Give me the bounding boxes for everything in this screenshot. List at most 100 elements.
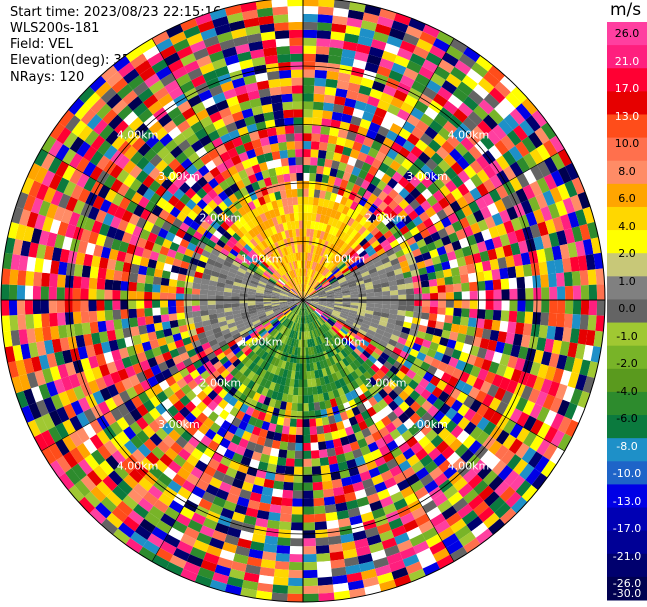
velocity-gate [224,217,234,227]
colorbar-tick-label: -4.0 [616,384,638,398]
velocity-gate [191,170,203,182]
velocity-gate [483,270,493,281]
velocity-gate [294,244,299,253]
velocity-gate [341,233,350,243]
velocity-gate [315,337,321,346]
velocity-gate [393,472,407,485]
velocity-gate [297,293,303,300]
velocity-gate [90,180,104,196]
velocity-gate [377,211,388,222]
velocity-gate [475,154,490,170]
velocity-gate [513,382,526,397]
velocity-gate [226,226,236,237]
velocity-gate [317,441,327,451]
velocity-gate [239,530,254,541]
velocity-gate [228,355,239,364]
velocity-gate [337,276,346,282]
velocity-gate [199,337,209,346]
velocity-gate [41,367,54,384]
velocity-gate [282,489,294,499]
azimuth-spoke [302,299,455,562]
velocity-gate [53,206,66,222]
velocity-gate [207,411,219,423]
velocity-gate [89,321,99,334]
velocity-gate [458,237,470,249]
velocity-gate [432,398,445,411]
velocity-gate [303,498,314,507]
velocity-gate [346,373,355,383]
velocity-gate [251,317,260,323]
velocity-gate [240,587,258,599]
velocity-gate [281,497,293,507]
velocity-gate [382,261,393,269]
velocity-gate [315,345,321,354]
velocity-gate [204,214,215,225]
velocity-gate [339,368,347,378]
velocity-gate [413,157,426,171]
velocity-gate [359,144,371,155]
velocity-gate [515,480,532,497]
velocity-gate [173,493,188,507]
velocity-gate [257,7,274,18]
velocity-gate [344,138,355,149]
velocity-gate [324,285,333,291]
velocity-gate [315,246,321,255]
velocity-gate [338,359,347,369]
velocity-gate [261,445,272,456]
velocity-gate [271,302,280,305]
velocity-gate [414,300,423,307]
velocity-gate [466,263,476,274]
velocity-gate [232,380,243,391]
velocity-gate [358,342,368,351]
velocity-gate [476,169,490,184]
velocity-gate [317,369,324,378]
velocity-gate [331,430,341,440]
velocity-gate [149,395,162,408]
velocity-gate [554,326,564,342]
velocity-gate [326,273,334,280]
velocity-gate [326,293,335,297]
velocity-gate [199,355,210,365]
velocity-gate [289,290,297,296]
velocity-gate [168,499,184,514]
velocity-gate [112,309,122,320]
velocity-gate [338,231,347,241]
velocity-gate [390,96,405,109]
velocity-gate [104,289,113,300]
velocity-gate [331,372,339,382]
velocity-gate [593,330,604,348]
velocity-gate [293,212,299,221]
velocity-gate [247,389,257,400]
velocity-gate [357,290,367,295]
velocity-gate [129,272,139,283]
velocity-gate [529,403,543,420]
velocity-gate [283,247,289,256]
velocity-gate [330,346,338,356]
velocity-gate [443,153,457,168]
velocity-gate [310,300,319,302]
velocity-gate [137,142,152,157]
velocity-gate [183,373,194,385]
velocity-gate [334,95,346,106]
velocity-gate [303,292,306,300]
velocity-gate [531,109,548,128]
velocity-gate [369,322,379,329]
velocity-gate [265,160,275,170]
velocity-gate [512,333,523,347]
velocity-gate [287,294,296,298]
velocity-gate [331,23,347,34]
velocity-gate [215,488,229,501]
velocity-gate [110,215,122,229]
velocity-gate [340,436,350,446]
velocity-gate [368,376,378,387]
velocity-gate [396,505,412,518]
velocity-gate [288,205,294,214]
velocity-gate [261,39,277,49]
velocity-gate [311,213,317,222]
velocity-gate [525,114,541,132]
velocity-gate [486,455,501,471]
velocity-gate [243,257,252,266]
velocity-gate [303,577,318,587]
velocity-gate [214,65,230,78]
velocity-gate [379,8,397,21]
